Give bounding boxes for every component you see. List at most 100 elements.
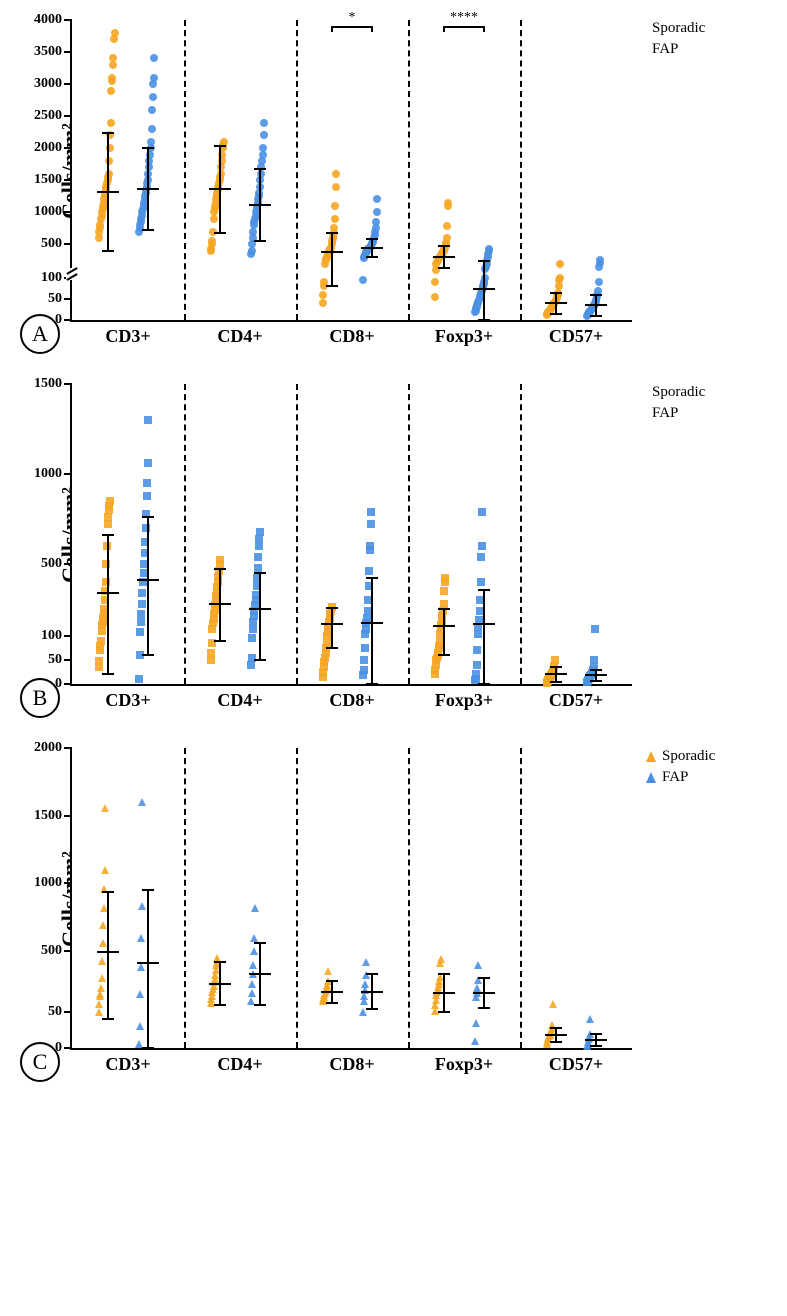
vsep — [296, 384, 298, 684]
data-point — [485, 240, 493, 258]
data-point — [98, 969, 106, 987]
sig-bar-tick — [371, 26, 373, 32]
data-point — [216, 551, 224, 569]
error-cap — [142, 1047, 154, 1049]
error-cap — [478, 1007, 490, 1009]
ytick — [64, 473, 72, 475]
ytick-label: 1500 — [34, 172, 62, 188]
ytick-label: 2500 — [34, 108, 62, 124]
data-point — [101, 861, 109, 879]
ytick — [64, 243, 72, 245]
panel-B: BCells/mm²05010050010001500CD3+CD4+CD8+F… — [20, 384, 767, 718]
data-point — [143, 474, 151, 492]
xtick-label: CD4+ — [217, 1054, 262, 1075]
data-point — [106, 492, 114, 510]
error-cap — [142, 147, 154, 149]
ytick-label: 1500 — [34, 376, 62, 392]
legend-label: FAP — [662, 769, 688, 786]
ytick-label: 1000 — [34, 875, 62, 891]
ytick — [64, 115, 72, 117]
data-point — [136, 1017, 144, 1035]
error-cap — [326, 980, 338, 982]
error-cap — [438, 608, 450, 610]
panel-label: C — [20, 1042, 60, 1082]
error-bar — [147, 890, 149, 1048]
ytick-label: 2000 — [34, 140, 62, 156]
data-point — [472, 1014, 480, 1032]
ytick — [64, 1011, 72, 1013]
ytick — [64, 19, 72, 21]
mean-line — [97, 592, 119, 594]
mean-line — [361, 991, 383, 993]
xtick-label: Foxp3+ — [435, 1054, 493, 1075]
error-cap — [214, 961, 226, 963]
mean-line — [361, 247, 383, 249]
data-point — [366, 537, 374, 555]
vsep — [408, 20, 410, 320]
data-point — [591, 620, 599, 638]
mean-line — [361, 622, 383, 624]
ytick — [64, 635, 72, 637]
vsep — [184, 748, 186, 1048]
data-point — [556, 255, 564, 273]
xtick-label: CD3+ — [105, 690, 150, 711]
xtick-label: Foxp3+ — [435, 690, 493, 711]
vsep — [520, 748, 522, 1048]
ytick — [64, 563, 72, 565]
xtick-label: CD57+ — [549, 326, 603, 347]
error-cap — [366, 238, 378, 240]
ytick-label: 2000 — [34, 740, 62, 756]
error-bar — [331, 233, 333, 287]
error-cap — [438, 1011, 450, 1013]
data-point — [260, 114, 268, 132]
mean-line — [321, 251, 343, 253]
error-cap — [254, 1004, 266, 1006]
error-cap — [550, 1041, 562, 1043]
error-cap — [254, 572, 266, 574]
error-bar — [107, 535, 109, 674]
data-point — [549, 995, 557, 1013]
error-cap — [550, 681, 562, 683]
error-cap — [590, 1045, 602, 1047]
data-point — [256, 523, 264, 541]
data-point — [135, 670, 143, 688]
mean-line — [137, 188, 159, 190]
data-point — [137, 929, 145, 947]
mean-line — [433, 992, 455, 994]
error-cap — [102, 673, 114, 675]
xtick-label: Foxp3+ — [435, 326, 493, 347]
data-point — [111, 24, 119, 42]
ytick — [64, 211, 72, 213]
data-point — [107, 114, 115, 132]
data-point — [331, 197, 339, 215]
xtick-label: CD8+ — [329, 1054, 374, 1075]
chart-outer: Cells/mm²050500100015002000CD3+CD4+CD8+F… — [70, 748, 680, 1050]
panel-C: CCells/mm²050500100015002000CD3+CD4+CD8+… — [20, 748, 767, 1082]
mean-line — [209, 603, 231, 605]
ytick — [64, 51, 72, 53]
error-cap — [590, 315, 602, 317]
data-point — [471, 1032, 479, 1050]
error-bar — [483, 590, 485, 684]
error-cap — [478, 260, 490, 262]
data-point — [251, 899, 259, 917]
panel-label: B — [20, 678, 60, 718]
ytick-label: 100 — [41, 270, 62, 286]
mean-line — [97, 191, 119, 193]
error-cap — [590, 1033, 602, 1035]
error-cap — [102, 534, 114, 536]
data-point — [596, 251, 604, 269]
plot-area: 0501005001000150020002500300035004000CD3… — [70, 20, 632, 322]
plot-area: 050500100015002000CD3+CD4+CD8+Foxp3+CD57… — [70, 748, 632, 1050]
error-cap — [214, 1004, 226, 1006]
ytick-label: 500 — [41, 556, 62, 572]
ytick-label: 50 — [48, 291, 62, 307]
data-point — [474, 956, 482, 974]
sig-bar — [444, 26, 484, 28]
data-point — [367, 503, 375, 521]
error-cap — [142, 229, 154, 231]
ytick — [64, 747, 72, 749]
data-point — [138, 897, 146, 915]
error-cap — [254, 168, 266, 170]
data-point — [359, 271, 367, 289]
